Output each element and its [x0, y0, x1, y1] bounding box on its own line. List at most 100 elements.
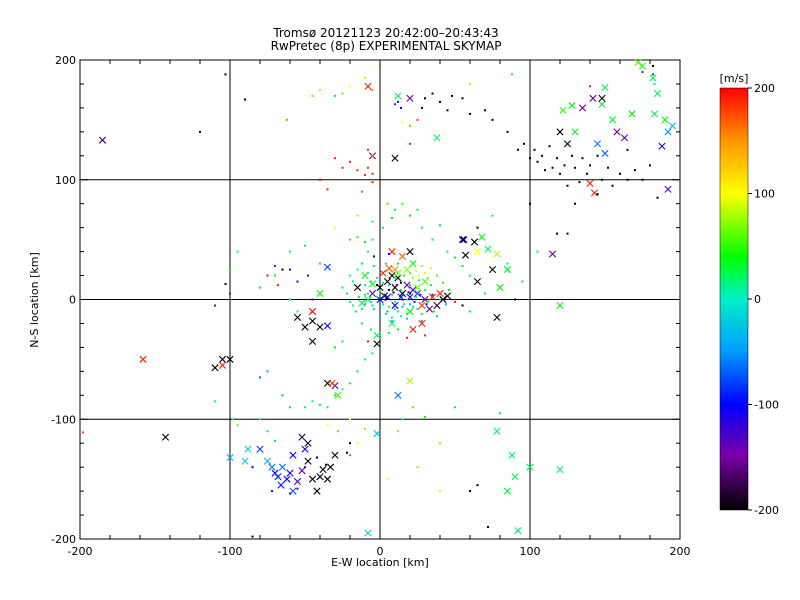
x-tick-label: 0	[377, 545, 384, 558]
cross-stroke	[394, 269, 402, 277]
data-point-dot	[491, 118, 494, 121]
data-point-dot	[400, 106, 402, 109]
data-point-cross	[226, 355, 234, 363]
cross-stroke	[598, 100, 606, 108]
data-point-cross	[473, 277, 482, 286]
cross-stroke	[161, 433, 170, 441]
data-point-cross	[556, 128, 564, 136]
cross-stroke	[394, 92, 402, 100]
data-point-cross	[98, 136, 107, 144]
x-tick-label: 200	[670, 545, 691, 558]
cross-stroke	[478, 233, 486, 241]
data-point-cross	[308, 307, 317, 316]
data-point-dot	[652, 73, 654, 76]
data-point-dot	[319, 403, 321, 406]
cross-stroke	[601, 149, 609, 157]
data-point-dot	[424, 288, 426, 291]
data-point-cross	[556, 465, 564, 474]
data-point-dot	[415, 296, 417, 299]
cross-stroke	[316, 323, 324, 331]
cross-stroke	[331, 451, 339, 459]
data-point-dot	[451, 94, 453, 97]
data-point-dot	[424, 272, 426, 275]
data-point-dot	[394, 103, 396, 106]
data-point-cross	[289, 451, 297, 459]
data-point-dot	[611, 184, 614, 187]
data-point-dot	[529, 202, 531, 205]
data-point-dot	[391, 293, 393, 296]
data-point-dot	[409, 272, 411, 275]
data-point-dot	[476, 226, 479, 229]
cross-stroke	[653, 89, 662, 98]
data-point-dot	[601, 178, 603, 181]
data-point-cross	[406, 248, 414, 256]
data-point-dot	[259, 418, 261, 421]
data-point-dot	[406, 336, 408, 339]
data-point-dot	[358, 296, 360, 299]
chart-subtitle: RwPretec (8p) EXPERIMENTAL SKYMAP	[271, 39, 502, 53]
data-point-dot	[364, 293, 366, 296]
colorbar-ticks: 200 100 0 -100 -200	[748, 82, 779, 517]
cross-stroke	[443, 292, 452, 300]
cross-stroke	[358, 299, 366, 307]
cross-stroke	[304, 457, 312, 465]
data-point-dot	[416, 308, 419, 311]
data-point-dot	[397, 100, 399, 103]
data-point-dot	[364, 427, 366, 430]
data-point-dot	[385, 298, 387, 301]
data-point-cross	[308, 317, 317, 325]
data-point-cross	[316, 473, 324, 481]
data-point-cross	[277, 481, 285, 489]
cross-stroke	[503, 265, 512, 274]
data-point-dot	[364, 284, 366, 287]
cross-stroke	[409, 325, 417, 334]
data-point-cross	[398, 289, 407, 298]
data-point-dot	[296, 487, 299, 490]
data-point-cross	[461, 251, 470, 259]
data-point-dot	[400, 315, 402, 318]
y-axis-label: N-S location [km]	[28, 252, 41, 348]
data-point-dot	[364, 76, 366, 79]
data-point-dot	[214, 400, 216, 403]
data-point-dot	[533, 148, 536, 151]
data-point-cross	[493, 427, 501, 435]
data-point-dot	[361, 190, 363, 193]
data-point-cross	[598, 94, 606, 102]
data-point-dot	[652, 64, 654, 67]
data-point-cross	[263, 457, 272, 465]
data-point-dot	[439, 224, 441, 227]
cross-stroke	[406, 94, 414, 102]
cross-stroke	[421, 277, 429, 286]
data-point-dot	[224, 282, 227, 285]
data-point-dot	[439, 100, 441, 103]
data-point-cross	[394, 269, 402, 277]
y-tick-label: -100	[51, 413, 76, 426]
data-point-dot	[386, 478, 389, 481]
data-point-dot	[418, 279, 420, 282]
data-point-dot	[395, 284, 398, 287]
data-point-dot	[334, 157, 336, 160]
data-point-dot	[446, 109, 449, 112]
data-point-dot	[394, 276, 396, 279]
cross-stroke	[589, 94, 597, 102]
data-point-cross	[664, 128, 672, 136]
cross-stroke	[283, 475, 291, 483]
cross-stroke	[586, 179, 594, 187]
data-point-dot	[319, 88, 321, 91]
data-point-dot	[409, 124, 411, 127]
data-point-dot	[566, 232, 569, 235]
data-point-dot	[430, 267, 432, 270]
cross-stroke	[568, 101, 576, 110]
cross-stroke	[368, 289, 377, 298]
data-point-dot	[229, 292, 231, 295]
cross-stroke	[380, 292, 389, 300]
data-point-dot	[445, 303, 447, 306]
cross-stroke	[398, 252, 407, 260]
data-point-dot	[337, 430, 339, 433]
data-point-cross	[658, 142, 666, 150]
cross-stroke	[256, 445, 264, 453]
data-point-dot	[334, 94, 336, 97]
data-point-dot	[319, 262, 321, 265]
data-point-dot	[361, 262, 363, 265]
data-point-cross	[548, 250, 557, 258]
